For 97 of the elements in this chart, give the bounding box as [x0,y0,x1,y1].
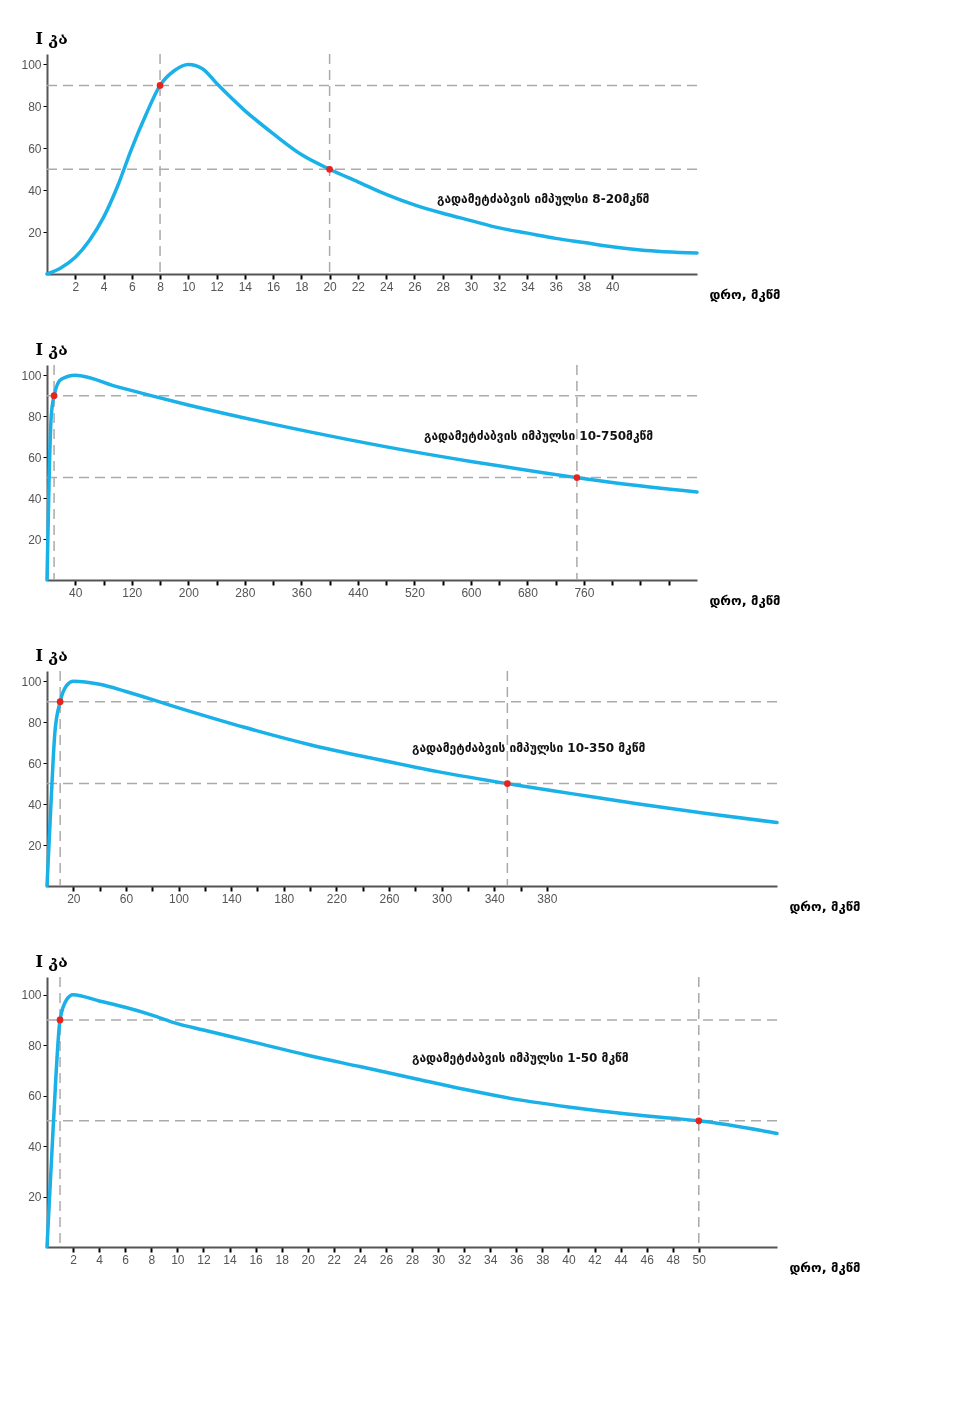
y-tick-label: 100 [21,57,42,72]
x-tick-label: 300 [432,891,453,906]
x-tick-label: 20 [323,279,338,294]
x-tick-label: 30 [431,1252,446,1267]
y-tick-label: 40 [28,183,42,198]
y-tick-label: 80 [28,409,42,424]
x-tick-label: 680 [517,585,539,600]
x-axis-title: დრო, მკწმ [709,286,781,302]
x-tick-label: 36 [510,1252,524,1267]
x-tick-label: 100 [169,891,190,906]
y-tick-label: 80 [28,1038,42,1053]
annotation: გადამეტძაბვის იმპულსი 1-50 მკწმ [412,1051,629,1065]
y-tick-label: 60 [28,450,42,465]
x-tick-label: 14 [223,1252,237,1267]
x-tick-label: 8 [157,279,165,294]
x-tick-label: 120 [122,585,143,600]
x-tick-label: 14 [238,279,253,294]
y-tick-label: 20 [28,838,42,853]
x-tick-label: 48 [666,1252,681,1267]
x-tick-label: 32 [492,279,507,294]
x-tick-label: 600 [461,585,482,600]
y-tick-label: 100 [21,368,42,383]
y-tick-label: 60 [28,141,42,156]
x-axis-title: დრო, მკწმ [709,592,781,608]
x-tick-label: 140 [221,891,242,906]
annotation: გადამეტძაბვის იმპულსი 10-350 მკწმ [412,741,646,756]
y-tick-label: 40 [28,491,42,506]
x-tick-label: 20 [67,891,81,906]
x-tick-label: 16 [266,279,281,294]
y-tick-label: 80 [28,99,42,114]
x-tick-label: 2 [70,1252,78,1267]
x-tick-label: 520 [404,585,426,600]
y-axis-title: I კა [35,645,68,665]
annotation: გადამეტძაბვის იმპულსი 10-750მკწმ [424,428,654,443]
y-tick-label: 60 [28,1089,42,1104]
x-tick-label: 4 [100,279,108,294]
x-tick-label: 6 [128,279,136,294]
x-tick-label: 40 [606,279,620,294]
x-tick-label: 6 [122,1252,130,1267]
y-tick-label: 20 [28,225,42,240]
x-tick-label: 22 [327,1252,342,1267]
x-tick-label: 4 [96,1252,104,1267]
y-tick-label: 40 [28,797,42,812]
x-tick-label: 24 [353,1252,368,1267]
x-tick-label: 42 [588,1252,602,1267]
x-tick-label: 200 [178,585,200,600]
x-tick-label: 260 [379,891,400,906]
y-tick-label: 100 [21,988,42,1003]
x-tick-label: 26 [379,1252,394,1267]
x-axis-title: დრო, მკწმ [789,1259,861,1275]
y-tick-label: 20 [28,1190,42,1205]
y-tick-label: 100 [21,674,42,689]
y-tick-label: 60 [28,756,42,771]
x-tick-label: 220 [326,891,348,906]
x-tick-label: 28 [436,279,451,294]
x-tick-label: 34 [484,1252,498,1267]
y-tick-label: 20 [28,532,42,547]
x-tick-label: 50 [692,1252,707,1267]
x-tick-label: 20 [301,1252,316,1267]
annotation: გადამეტძაბვის იმპულსი 8-20მკწმ [437,192,650,207]
x-tick-label: 18 [295,279,309,294]
x-tick-label: 30 [464,279,479,294]
x-tick-label: 44 [614,1252,629,1267]
x-tick-label: 40 [562,1252,576,1267]
x-tick-label: 60 [119,891,134,906]
x-tick-label: 12 [210,279,225,294]
x-tick-label: 8 [148,1252,156,1267]
x-tick-label: 36 [549,279,564,294]
x-tick-label: 24 [379,279,394,294]
x-tick-label: 440 [348,585,369,600]
x-tick-label: 760 [574,585,595,600]
x-tick-label: 32 [457,1252,472,1267]
x-tick-label: 10 [171,1252,185,1267]
y-axis-title: I კა [35,339,68,359]
y-tick-label: 80 [28,715,42,730]
x-tick-label: 380 [537,891,558,906]
y-axis-title: I კა [35,951,68,971]
x-tick-label: 34 [521,279,535,294]
x-tick-label: 16 [249,1252,264,1267]
x-tick-label: 10 [182,279,196,294]
x-tick-label: 18 [275,1252,290,1267]
x-tick-label: 180 [274,891,295,906]
x-tick-label: 26 [408,279,422,294]
y-tick-label: 40 [28,1139,42,1154]
x-tick-label: 28 [405,1252,420,1267]
x-tick-label: 2 [72,279,80,294]
x-tick-label: 46 [640,1252,655,1267]
x-tick-label: 38 [577,279,592,294]
x-tick-label: 280 [235,585,256,600]
x-tick-label: 22 [351,279,366,294]
y-axis-title: I კა [35,28,68,48]
x-tick-label: 40 [69,585,83,600]
x-axis-title: დრო, მკწმ [789,898,861,914]
x-tick-label: 340 [484,891,506,906]
x-tick-label: 38 [536,1252,550,1267]
x-tick-label: 360 [291,585,313,600]
x-tick-label: 12 [197,1252,211,1267]
